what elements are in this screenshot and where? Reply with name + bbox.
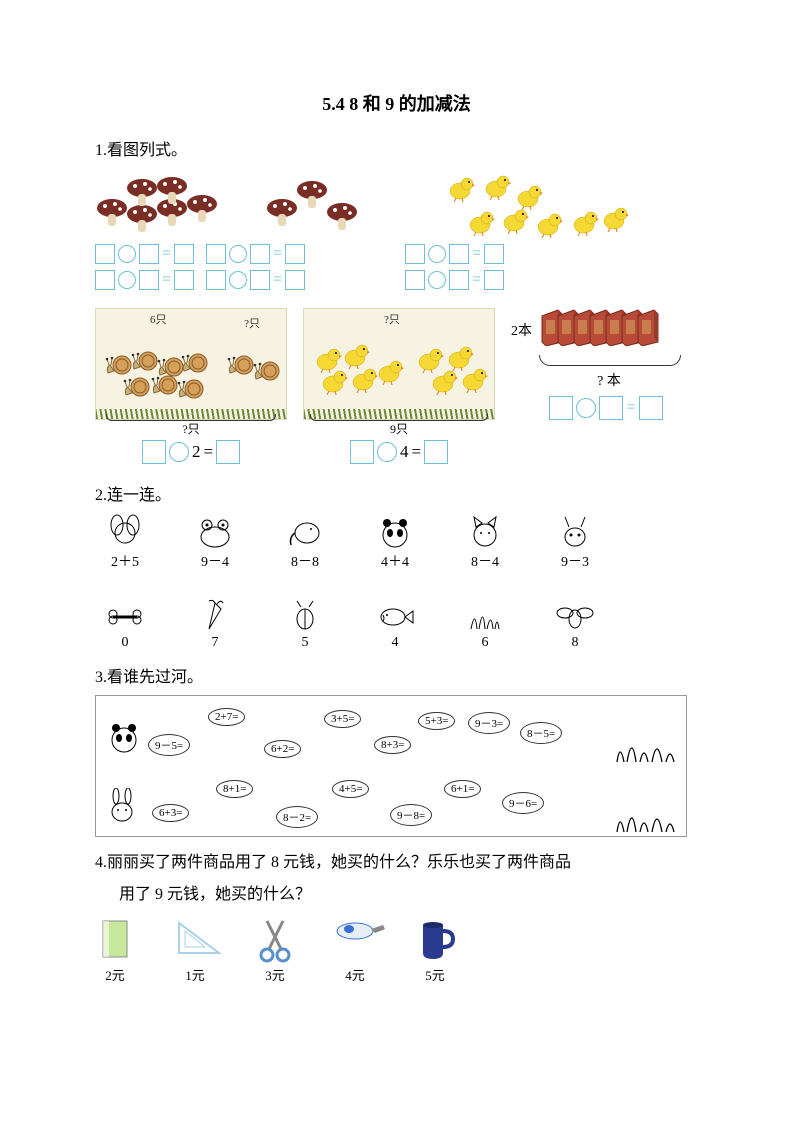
bone-icon: [103, 597, 147, 633]
bubble: 9－3=: [468, 712, 510, 734]
q2-heading: 2.连一连。: [95, 481, 698, 505]
match-target-carrot: 7: [185, 597, 245, 651]
bubble: 8－5=: [520, 722, 562, 744]
bubble: 6+2=: [264, 740, 301, 758]
notebook-icon: [95, 917, 135, 961]
bubble: 5+3=: [418, 712, 455, 730]
shop-item-scissors: 3元: [255, 917, 295, 984]
match-target-bug: 5: [275, 597, 335, 651]
equation-blank: =: [95, 244, 194, 264]
bug-icon: [283, 597, 327, 633]
grass-icon: [612, 784, 682, 839]
equation-blank: =: [95, 270, 194, 290]
bubble: 9－5=: [148, 734, 190, 756]
panda-icon: [102, 718, 146, 759]
deer-icon: [553, 513, 597, 549]
match-target-fish: 4: [365, 597, 425, 651]
q1-heading: 1.看图列式。: [95, 136, 698, 160]
match-item-bee: 2＋5: [95, 513, 155, 571]
match-item-cat: 8－4: [455, 513, 515, 571]
books-equation: =: [549, 396, 662, 420]
bubble: 9－8=: [390, 804, 432, 826]
match-target-grass: 6: [455, 597, 515, 651]
shop-item-notebook: 2元: [95, 917, 135, 984]
page-title: 5.4 8 和 9 的加减法: [95, 90, 698, 116]
bubble: 6+3=: [152, 804, 189, 822]
match-target-fly: 8: [545, 597, 605, 651]
mug-icon: [415, 917, 455, 961]
match-item-frog: 9－4: [185, 513, 245, 571]
equation-blank: =: [405, 270, 504, 290]
correction-pen-icon: [335, 917, 375, 961]
chick-group-image: [445, 168, 665, 238]
equation-blank: =: [405, 244, 504, 264]
q3-heading: 3.看谁先过河。: [95, 663, 698, 687]
river-crossing-diagram: 9－5= 2+7= 6+2= 3+5= 8+3= 5+3= 9－3= 8－5= 6+3= 8+1=…: [95, 695, 687, 837]
bubble: 8－2=: [276, 806, 318, 828]
snail-scene: 6只?只: [95, 308, 287, 469]
bubble: 8+3=: [374, 736, 411, 754]
match-item-elephant: 8－8: [275, 513, 335, 571]
q4-text: 4.丽丽买了两件商品用了 8 元钱，她买的什么？乐乐也买了两件商品 用了 9 元…: [95, 847, 698, 911]
snail-equation: 2 =: [142, 440, 240, 464]
chicks-equation: 4 =: [350, 440, 448, 464]
bubble: 8+1=: [216, 780, 253, 798]
bubble: 3+5=: [324, 710, 361, 728]
bubble: 4+5=: [332, 780, 369, 798]
fly-icon: [553, 597, 597, 633]
shop-item-triangle-ruler: 1元: [175, 917, 215, 984]
panda-icon: [373, 513, 417, 549]
scissors-icon: [255, 917, 295, 961]
cat-icon: [463, 513, 507, 549]
elephant-icon: [283, 513, 327, 549]
match-item-panda: 4＋4: [365, 513, 425, 571]
shop-item-correction-pen: 4元: [335, 917, 375, 984]
equation-blank: =: [206, 270, 305, 290]
fish-icon: [373, 597, 417, 633]
bubble: 2+7=: [208, 708, 245, 726]
carrot-icon: [193, 597, 237, 633]
shop-item-mug: 5元: [415, 917, 455, 984]
bubble: 6+1=: [444, 780, 481, 798]
grass-icon: [612, 714, 682, 769]
mushroom-group-image: [95, 168, 385, 238]
match-item-deer: 9－3: [545, 513, 605, 571]
frog-icon: [193, 513, 237, 549]
chicks-scene: ?只: [303, 308, 495, 469]
equation-blank: =: [206, 244, 305, 264]
grass-icon: [463, 597, 507, 633]
triangle-ruler-icon: [175, 917, 215, 961]
books-scene: 2本 ? 本 =: [511, 308, 701, 425]
match-target-bone: 0: [95, 597, 155, 651]
bee-icon: [103, 513, 147, 549]
bubble: 9－6=: [502, 792, 544, 814]
rabbit-icon: [102, 788, 142, 829]
